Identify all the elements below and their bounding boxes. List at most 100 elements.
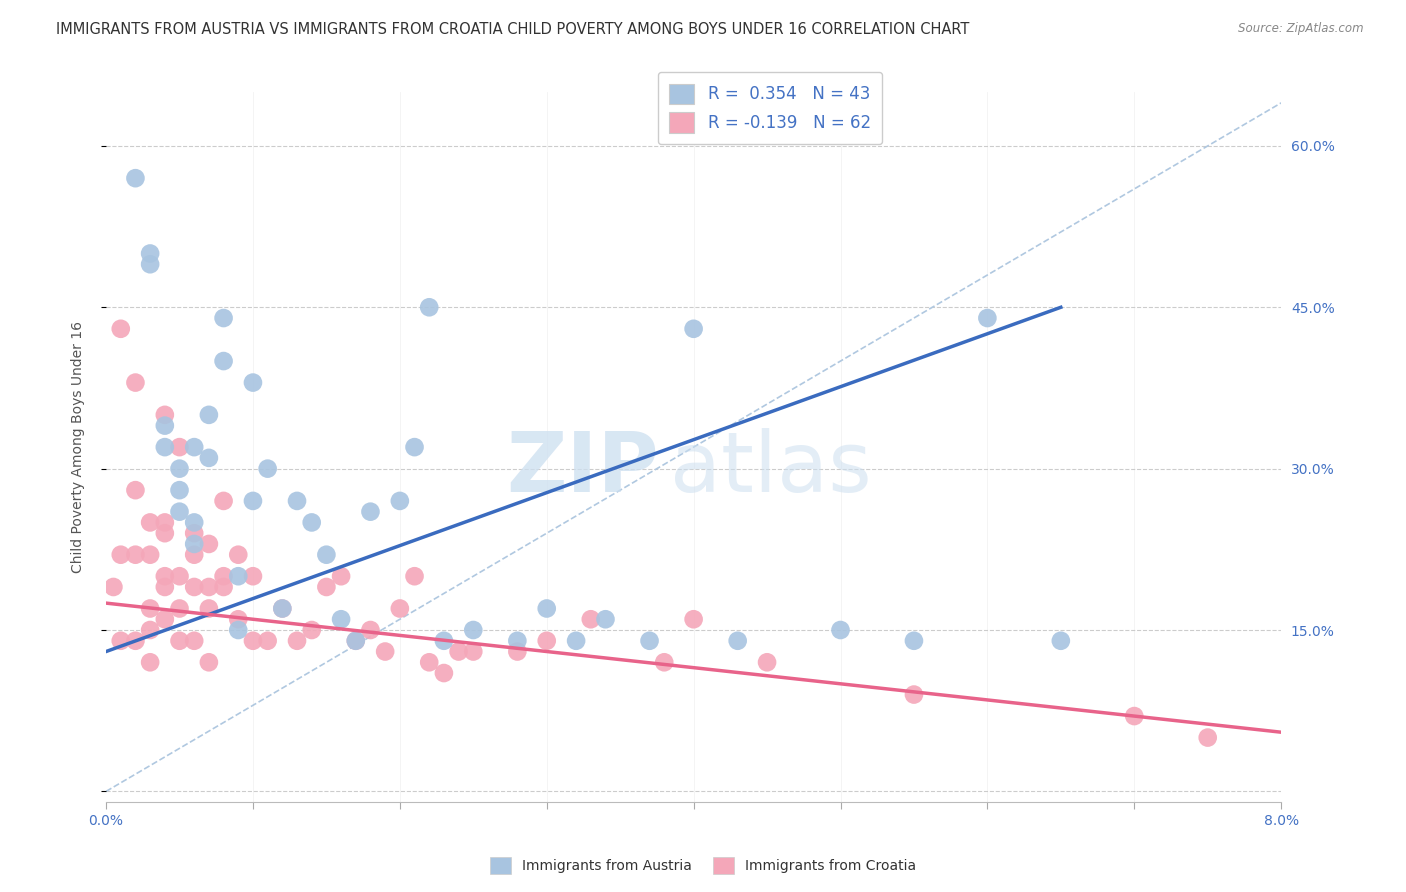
Point — [330, 612, 353, 626]
Point — [433, 633, 456, 648]
Point — [536, 633, 558, 648]
Point — [153, 418, 176, 433]
Point — [242, 494, 264, 508]
Point — [256, 461, 278, 475]
Point — [404, 440, 426, 454]
Point — [579, 612, 602, 626]
Point — [506, 633, 529, 648]
Point — [638, 633, 661, 648]
Point — [301, 516, 323, 530]
Point — [124, 548, 146, 562]
Point — [198, 450, 221, 465]
Point — [124, 376, 146, 390]
Point — [183, 537, 205, 551]
Point — [169, 569, 191, 583]
Point — [169, 440, 191, 454]
Point — [183, 580, 205, 594]
Point — [124, 483, 146, 498]
Point — [169, 483, 191, 498]
Point — [463, 623, 485, 637]
Point — [1050, 633, 1073, 648]
Point — [183, 440, 205, 454]
Point — [183, 526, 205, 541]
Point — [433, 666, 456, 681]
Point — [388, 601, 411, 615]
Point — [447, 644, 470, 658]
Point — [242, 376, 264, 390]
Point — [359, 623, 381, 637]
Point — [330, 569, 353, 583]
Point — [212, 569, 235, 583]
Legend: R =  0.354   N = 43, R = -0.139   N = 62: R = 0.354 N = 43, R = -0.139 N = 62 — [658, 72, 883, 145]
Point — [139, 548, 162, 562]
Point — [153, 612, 176, 626]
Point — [315, 548, 337, 562]
Text: IMMIGRANTS FROM AUSTRIA VS IMMIGRANTS FROM CROATIA CHILD POVERTY AMONG BOYS UNDE: IMMIGRANTS FROM AUSTRIA VS IMMIGRANTS FR… — [56, 22, 970, 37]
Point — [139, 257, 162, 271]
Point — [183, 633, 205, 648]
Point — [183, 548, 205, 562]
Point — [153, 580, 176, 594]
Point — [565, 633, 588, 648]
Point — [212, 354, 235, 368]
Point — [256, 633, 278, 648]
Legend: Immigrants from Austria, Immigrants from Croatia: Immigrants from Austria, Immigrants from… — [484, 850, 922, 880]
Point — [976, 311, 998, 326]
Point — [110, 322, 132, 336]
Y-axis label: Child Poverty Among Boys Under 16: Child Poverty Among Boys Under 16 — [72, 321, 86, 574]
Point — [271, 601, 294, 615]
Point — [139, 623, 162, 637]
Point — [903, 633, 925, 648]
Point — [595, 612, 617, 626]
Point — [124, 171, 146, 186]
Point — [418, 655, 440, 669]
Point — [682, 322, 704, 336]
Point — [139, 655, 162, 669]
Text: Source: ZipAtlas.com: Source: ZipAtlas.com — [1239, 22, 1364, 36]
Point — [756, 655, 779, 669]
Point — [226, 623, 249, 637]
Point — [682, 612, 704, 626]
Point — [242, 633, 264, 648]
Point — [242, 569, 264, 583]
Point — [103, 580, 125, 594]
Point — [110, 548, 132, 562]
Point — [139, 601, 162, 615]
Point — [1197, 731, 1219, 745]
Point — [139, 246, 162, 260]
Point — [198, 408, 221, 422]
Point — [388, 494, 411, 508]
Point — [418, 300, 440, 314]
Point — [212, 494, 235, 508]
Point — [198, 537, 221, 551]
Point — [153, 440, 176, 454]
Point — [110, 633, 132, 648]
Point — [536, 601, 558, 615]
Point — [315, 580, 337, 594]
Point — [344, 633, 367, 648]
Point — [359, 505, 381, 519]
Point — [285, 494, 308, 508]
Point — [463, 644, 485, 658]
Point — [212, 580, 235, 594]
Point — [830, 623, 852, 637]
Point — [285, 633, 308, 648]
Point — [169, 601, 191, 615]
Point — [652, 655, 675, 669]
Point — [271, 601, 294, 615]
Point — [506, 644, 529, 658]
Point — [226, 569, 249, 583]
Point — [153, 408, 176, 422]
Point — [344, 633, 367, 648]
Text: atlas: atlas — [671, 428, 872, 509]
Point — [198, 655, 221, 669]
Point — [124, 633, 146, 648]
Point — [1123, 709, 1146, 723]
Point — [226, 612, 249, 626]
Text: ZIP: ZIP — [506, 428, 658, 509]
Point — [198, 601, 221, 615]
Point — [153, 569, 176, 583]
Point — [198, 580, 221, 594]
Point — [301, 623, 323, 637]
Point — [212, 311, 235, 326]
